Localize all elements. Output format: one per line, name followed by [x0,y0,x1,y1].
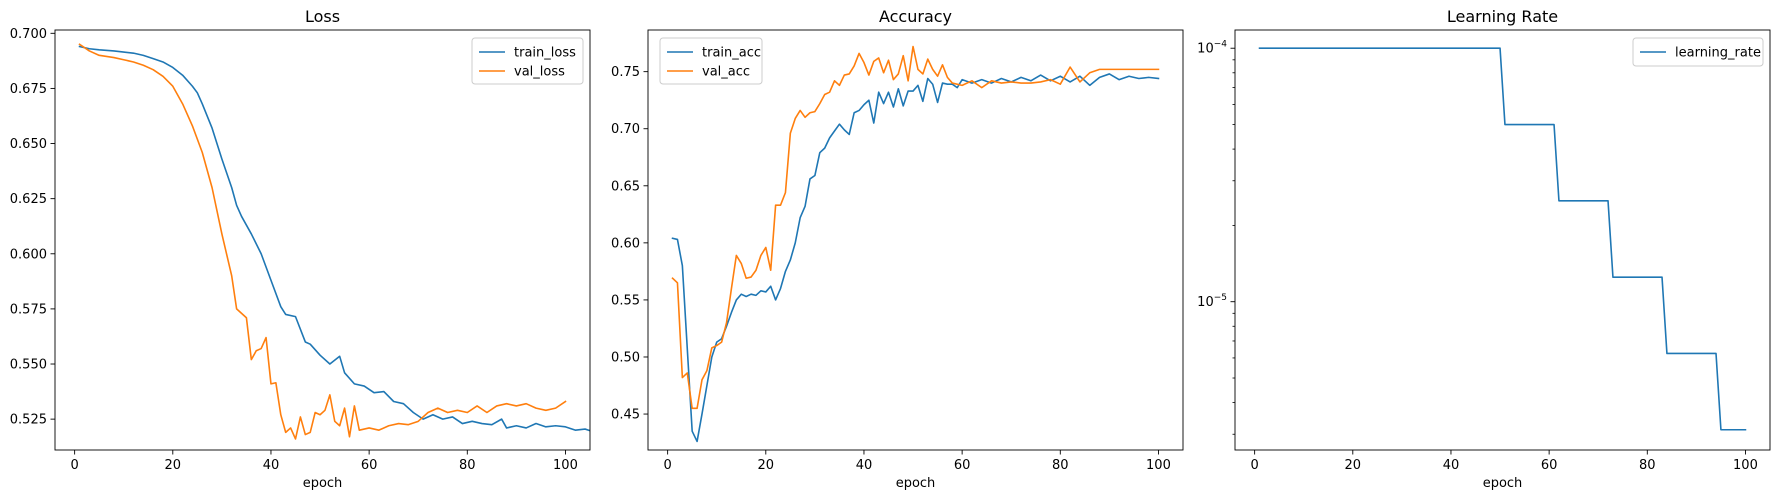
x-tick-label: 100 [1146,458,1171,473]
y-tick-exponent: −4 [1214,40,1228,50]
x-axis-label: epoch [303,476,343,490]
legend: learning_rate [1632,37,1764,67]
x-tick-label: 20 [165,458,182,473]
y-tick-label: 0.75 [611,65,640,80]
x-tick-label: 100 [1733,458,1758,473]
y-tick-label: 0.550 [10,358,47,373]
chart-title: Learning Rate [1447,7,1558,26]
axes-frame [647,29,1184,451]
y-tick-label: 10−4 [1197,40,1227,57]
x-tick-label: 40 [263,458,280,473]
x-tick-label: 20 [1345,458,1362,473]
y-tick-label: 0.55 [611,293,640,308]
series-group [78,43,590,440]
x-tick-label: 0 [663,458,671,473]
legend-box [659,37,763,85]
chart-title: Loss [305,7,340,26]
x-tick-label: 0 [1250,458,1258,473]
x-tick-label: 60 [954,458,971,473]
legend-box [1632,37,1764,67]
x-axis-label: epoch [896,476,936,490]
axes-frame [54,29,591,451]
y-tick-label: 0.700 [10,27,47,42]
series-line-train-loss [78,45,590,432]
y-tick-label: 0.60 [611,236,640,251]
legend-entry: train_loss [514,46,576,61]
y-tick-label: 0.70 [611,122,640,137]
legend-entry: learning_rate [1675,46,1761,61]
series-line-train-acc [671,73,1160,443]
chart-panel-0: Loss 0.525 0.550 0.575 0.600 0.625 0.650 0.675 0… [10,7,591,490]
series-group [1258,47,1747,431]
x-tick-label: 0 [70,458,78,473]
y-tick-base: 10 [1197,42,1214,57]
legend-entry: val_loss [514,65,565,80]
chart-title: Accuracy [879,7,952,26]
y-tick-label: 10−5 [1197,293,1227,310]
series-group [671,45,1160,443]
y-tick-label: 0.50 [611,350,640,365]
x-tick-label: 100 [553,458,578,473]
y-tick-label: 0.625 [10,192,47,207]
legend-entry: val_acc [702,65,750,80]
legend: train_loss val_loss [471,37,584,85]
legend-box [471,37,584,85]
x-tick-label: 80 [459,458,476,473]
chart-panel-1: Accuracy 0.45 0.50 0.55 0.60 0.65 0.70 0.75 0 20 4… [611,7,1184,490]
y-tick-label: 0.650 [10,137,47,152]
y-tick-label: 0.65 [611,179,640,194]
legend: train_acc val_acc [659,37,763,85]
y-tick-label: 0.600 [10,247,47,262]
x-axis-label: epoch [1483,476,1523,490]
y-tick-label: 0.675 [10,82,47,97]
x-tick-label: 40 [1443,458,1460,473]
x-tick-label: 60 [361,458,378,473]
y-tick-exponent: −5 [1214,293,1227,303]
series-line-val-loss [78,43,567,440]
y-tick-label: 0.575 [10,302,47,317]
x-tick-label: 60 [1541,458,1558,473]
x-tick-label: 40 [856,458,873,473]
series-line-learning-rate [1258,47,1747,431]
series-line-val-acc [671,45,1160,410]
axes-frame [1234,29,1771,451]
x-tick-label: 20 [758,458,775,473]
x-tick-label: 80 [1052,458,1069,473]
x-tick-label: 80 [1639,458,1656,473]
y-tick-label: 0.45 [611,408,640,423]
y-tick-label: 0.525 [10,413,47,428]
y-tick-base: 10 [1197,295,1214,310]
legend-entry: train_acc [702,46,761,61]
